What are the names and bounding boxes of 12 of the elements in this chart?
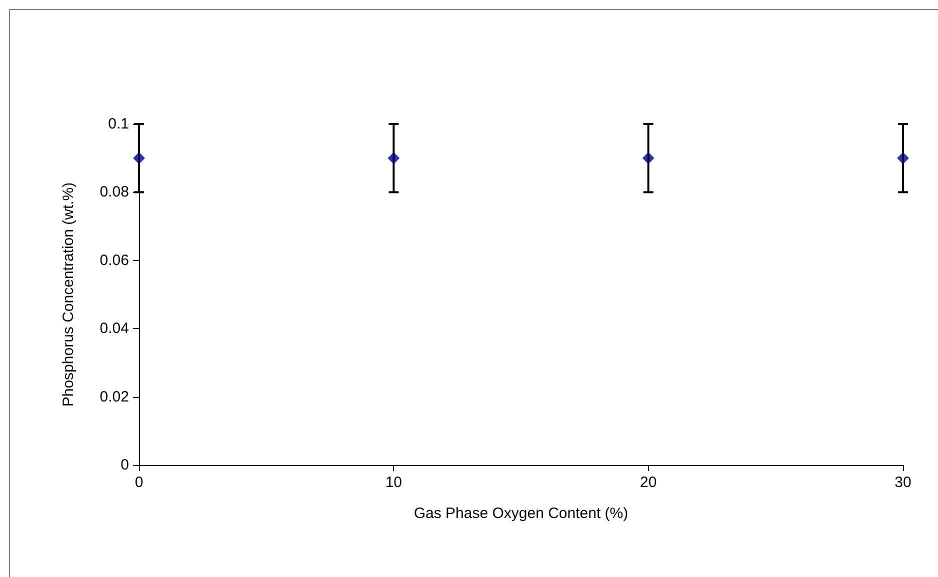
y-tick-label: 0.02 <box>100 388 129 406</box>
y-axis-title: Phosphorus Concentration (wt.%) <box>60 182 77 407</box>
x-axis-title: Gas Phase Oxygen Content (%) <box>414 505 628 522</box>
y-tick-label: 0.06 <box>100 252 129 269</box>
y-tick-label: 0.1 <box>108 116 129 132</box>
x-tick-label: 30 <box>894 474 912 491</box>
x-tick-label: 0 <box>134 474 144 491</box>
x-tick-label: 10 <box>385 474 402 491</box>
y-tick-label: 0.08 <box>100 184 129 201</box>
y-tick-label: 0 <box>120 456 129 474</box>
x-tick-label: 20 <box>640 474 657 491</box>
y-tick-label: 0.04 <box>100 320 129 338</box>
